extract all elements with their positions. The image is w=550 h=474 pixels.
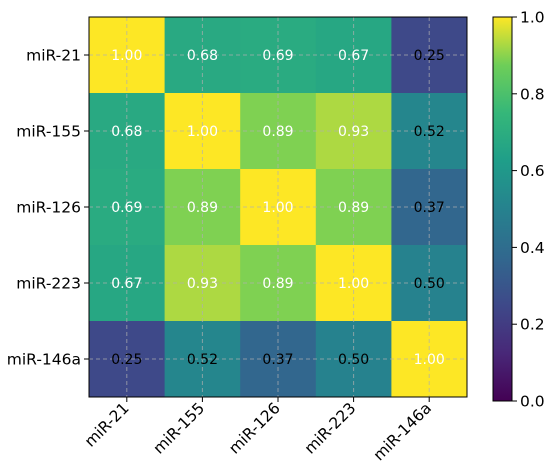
y-tick-label-mir-21: miR-21 xyxy=(26,47,81,65)
y-axis: miR-21 miR-155 miR-126 miR-223 miR-146a xyxy=(7,47,89,369)
cell-value-label: 0.68 xyxy=(111,124,142,140)
cell-value-label: 0.68 xyxy=(187,48,218,64)
cell-value-label: 0.69 xyxy=(262,48,293,64)
cell-value-label: 1.00 xyxy=(262,200,293,216)
x-tick-label-mir-155: miR-155 xyxy=(150,399,209,458)
cell-value-label: 1.00 xyxy=(187,124,218,140)
y-tick-label-mir-126: miR-126 xyxy=(16,199,81,217)
cell-value-label: 0.89 xyxy=(262,124,293,140)
cell-value-label: 0.50 xyxy=(338,352,369,368)
x-tick-label-mir-126: miR-126 xyxy=(225,399,284,458)
x-tick-label-mir-223: miR-223 xyxy=(301,399,360,458)
colorbar-axis: 0.0 0.2 0.4 0.6 0.8 1.0 xyxy=(512,9,545,411)
cell-value-label: 0.52 xyxy=(187,352,218,368)
cell-value-label: 1.00 xyxy=(338,276,369,292)
colorbar-tick-label: 0.4 xyxy=(520,239,545,257)
cell-annotations: 1.00 0.68 0.69 0.67 0.25 0.68 1.00 0.89 0.93 0.52… xyxy=(111,48,445,368)
y-tick-label-mir-146a: miR-146a xyxy=(7,351,81,369)
cell-value-label: 0.89 xyxy=(262,276,293,292)
cell-value-label: 0.52 xyxy=(414,124,445,140)
cell-value-label: 0.50 xyxy=(414,276,445,292)
colorbar-tick-label: 0.6 xyxy=(520,162,545,180)
cell-value-label: 0.67 xyxy=(111,276,142,292)
x-tick-label-mir-21: miR-21 xyxy=(81,399,133,451)
y-tick-label-mir-223: miR-223 xyxy=(16,275,81,293)
colorbar-tick-label: 0.8 xyxy=(520,85,545,103)
x-axis: miR-21 miR-155 miR-126 miR-223 miR-146a xyxy=(81,397,435,464)
cell-value-label: 0.89 xyxy=(338,200,369,216)
cell-value-label: 0.25 xyxy=(111,352,142,368)
cell-value-label: 0.37 xyxy=(262,352,293,368)
cell-value-label: 0.89 xyxy=(187,200,218,216)
cell-value-label: 0.69 xyxy=(111,200,142,216)
cell-value-label: 0.93 xyxy=(338,124,369,140)
cell-value-label: 0.93 xyxy=(187,276,218,292)
cell-value-label: 1.00 xyxy=(111,48,142,64)
y-tick-label-mir-155: miR-155 xyxy=(16,123,81,141)
colorbar-tick-label: 1.0 xyxy=(520,9,545,27)
cell-value-label: 1.00 xyxy=(414,352,445,368)
colorbar-tick-label: 0.2 xyxy=(520,316,545,334)
cell-value-label: 0.67 xyxy=(338,48,369,64)
cell-value-label: 0.37 xyxy=(414,200,445,216)
colorbar-tick-label: 0.0 xyxy=(520,393,545,411)
grid-lines xyxy=(89,17,467,397)
cell-value-label: 0.25 xyxy=(414,48,445,64)
x-tick-label-mir-146a: miR-146a xyxy=(370,399,435,464)
colorbar xyxy=(492,16,513,402)
